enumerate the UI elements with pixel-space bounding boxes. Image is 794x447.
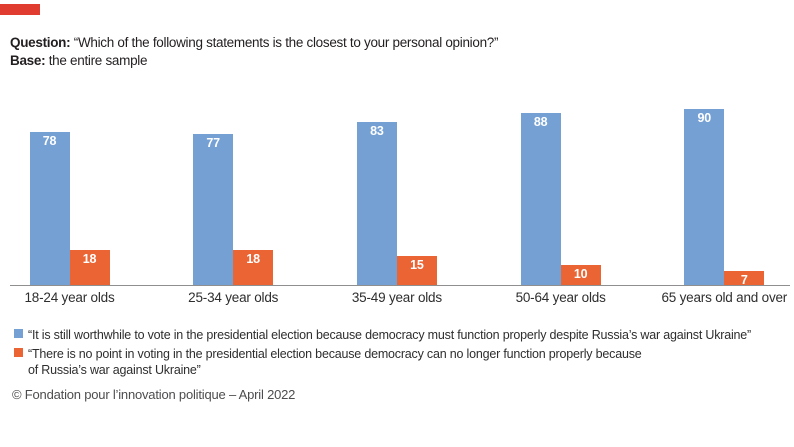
bar-value-label: 90 bbox=[697, 111, 712, 125]
bar-orange-group2: 18 bbox=[233, 250, 274, 285]
x-axis-line bbox=[10, 285, 790, 286]
legend-swatch-orange-icon bbox=[14, 348, 23, 357]
bar-value-label: 83 bbox=[370, 124, 384, 138]
bar-value-label: 18 bbox=[246, 252, 260, 266]
bar-value-label: 15 bbox=[410, 258, 424, 272]
legend-swatch-blue-icon bbox=[14, 329, 23, 338]
bar-value-label: 88 bbox=[533, 115, 548, 129]
category-label: 25-34 year olds bbox=[188, 290, 279, 305]
copyright-credit: © Fondation pour l’innovation politique … bbox=[12, 387, 296, 402]
chart-header: Question: “Which of the following statem… bbox=[10, 34, 499, 70]
bar-blue-group3: 83 bbox=[356, 122, 397, 285]
category-label: 50-64 year olds bbox=[515, 290, 606, 305]
category-label: 65 years old and over bbox=[661, 290, 788, 305]
bar-orange-group3: 15 bbox=[396, 256, 437, 285]
base-line: Base: the entire sample bbox=[10, 52, 498, 70]
category-label: 35-49 year olds bbox=[351, 290, 442, 305]
bar-value-label: 7 bbox=[740, 273, 748, 287]
legend-item-blue: “It is still worthwhile to vote in the p… bbox=[14, 327, 751, 343]
bar-blue-group5: 90 bbox=[684, 109, 725, 285]
question-line: Question: “Which of the following statem… bbox=[10, 34, 499, 52]
legend-label: “There is no point in voting in the pres… bbox=[28, 347, 642, 377]
brand-mark bbox=[0, 4, 40, 15]
base-text: the entire sample bbox=[45, 53, 148, 68]
bar-orange-group1: 18 bbox=[69, 250, 110, 285]
legend-item-orange: “There is no point in voting in the pres… bbox=[14, 346, 751, 378]
bar-value-label: 10 bbox=[573, 267, 588, 281]
legend: “It is still worthwhile to vote in the p… bbox=[14, 327, 751, 381]
bar-blue-group2: 77 bbox=[193, 134, 234, 285]
base-label: Base: bbox=[10, 53, 46, 68]
question-text: “Which of the following statements is th… bbox=[70, 35, 499, 50]
question-label: Question: bbox=[10, 35, 71, 50]
bar-orange-group5: 7 bbox=[724, 271, 765, 287]
bar-value-label: 77 bbox=[206, 136, 220, 150]
bar-orange-group4: 10 bbox=[560, 265, 601, 285]
legend-label: “It is still worthwhile to vote in the p… bbox=[28, 328, 752, 342]
bar-blue-group4: 88 bbox=[520, 113, 561, 285]
bar-value-label: 78 bbox=[42, 134, 57, 148]
bar-value-label: 18 bbox=[82, 252, 97, 266]
bar-blue-group1: 78 bbox=[29, 132, 70, 285]
category-label: 18-24 year olds bbox=[24, 290, 115, 305]
